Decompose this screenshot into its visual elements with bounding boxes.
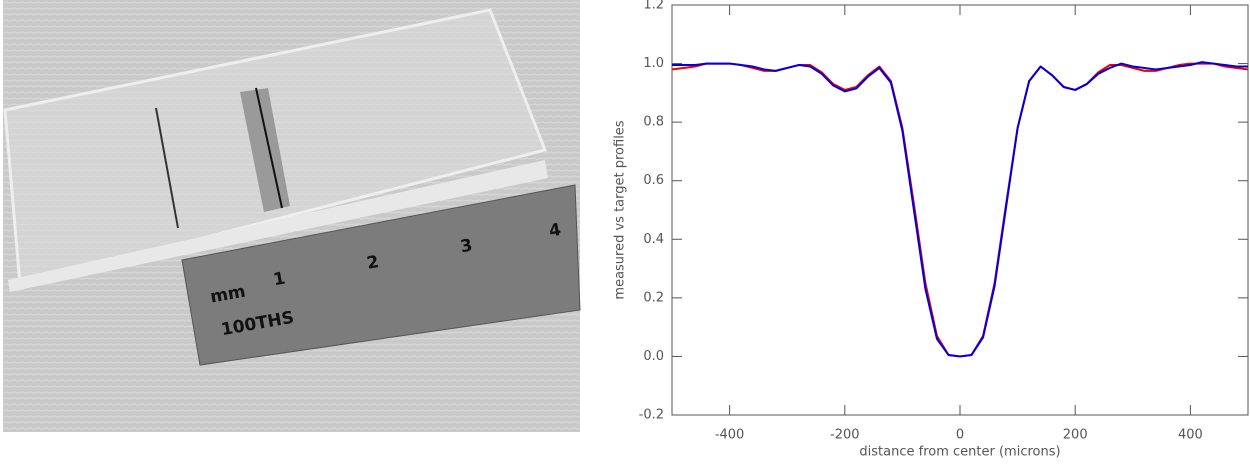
chart: distance from center (microns) measured … <box>613 0 1249 460</box>
y-tick-label: 0.8 <box>643 115 664 130</box>
photo: mm 1 2 3 4 100THS <box>3 0 581 432</box>
x-axis-label: distance from center (microns) <box>859 445 1060 460</box>
y-tick-label: 0.2 <box>643 290 664 305</box>
ruler-label: 3 <box>459 236 474 258</box>
y-tick-label: 1.2 <box>643 0 664 13</box>
ruler-label: 1 <box>272 269 287 291</box>
slide-edge <box>8 160 548 292</box>
y-axis-label: measured vs target profiles <box>613 120 628 299</box>
sample-line <box>255 87 283 209</box>
x-tick-label: 0 <box>956 428 964 443</box>
y-tick-label: 0.4 <box>643 232 664 247</box>
y-tick-label: 0.0 <box>643 349 664 364</box>
wire <box>155 107 179 229</box>
y-tick-label: 1.0 <box>643 56 664 71</box>
series-line <box>671 62 1249 358</box>
ruler-label: 4 <box>547 220 562 242</box>
series-line <box>672 61 1248 358</box>
ruler-label: 2 <box>365 252 380 274</box>
sample-strip <box>240 88 290 212</box>
plot-frame <box>671 4 1249 416</box>
ruler <box>181 184 581 366</box>
x-tick-label: -400 <box>715 428 745 443</box>
y-tick-label: -0.2 <box>639 408 664 423</box>
x-tick-label: 400 <box>1178 428 1203 443</box>
x-tick-label: 200 <box>1063 428 1088 443</box>
y-tick-label: 0.6 <box>643 173 664 188</box>
x-tick-label: -200 <box>830 428 860 443</box>
